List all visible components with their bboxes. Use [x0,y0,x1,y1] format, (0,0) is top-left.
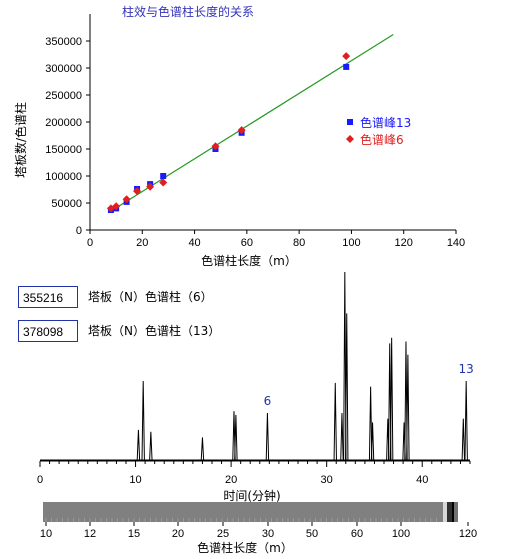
point-series-6 [159,178,168,187]
plate-count-label-6: 塔板（N）色谱柱（6） [88,290,213,304]
legend: 色谱峰13 色谱峰6 [346,116,411,147]
length-tick-label: 50 [306,528,318,540]
time-tick-label: 30 [321,474,333,486]
peak-label: 13 [459,362,474,376]
length-bar-end [447,502,452,522]
time-tick-label: 0 [37,474,43,486]
length-tick-label: 60 [351,528,363,540]
peak [370,422,375,461]
peak [200,437,205,461]
y-tick-label: 50000 [51,198,82,210]
length-tick-label: 25 [217,528,229,540]
peak [333,382,337,461]
x-tick-label: 120 [395,237,413,249]
legend-marker-6 [346,135,354,143]
y-tick-label: 200000 [45,117,82,129]
peak [461,418,466,461]
point-series-6 [237,126,246,135]
x-tick-label: 60 [241,237,253,249]
length-bar-fill [43,502,443,522]
length-tick-label: 100 [392,528,410,540]
point-series-6 [122,195,131,204]
peak [234,414,238,461]
length-tick-label: 12 [84,528,96,540]
length-bar-tail [454,502,458,522]
time-tick-label: 10 [129,474,141,486]
peak [368,386,373,461]
peak [340,412,344,461]
legend-marker-13 [347,119,353,125]
peak [345,313,349,461]
plate-count-box-6: 355216 [18,286,78,308]
y-tick-label: 350000 [45,36,82,48]
point-series-13 [343,63,350,70]
y-tick-label: 300000 [45,63,82,75]
peak [136,429,141,461]
length-tick-label: 20 [172,528,184,540]
time-tick-label: 40 [416,474,428,486]
y-tick-label: 250000 [45,90,82,102]
x-tick-label: 20 [136,237,148,249]
y-tick-label: 150000 [45,144,82,156]
peak-label: 6 [264,394,272,408]
peak [406,354,410,461]
y-tick-label: 0 [76,225,82,237]
length-bar-marker [452,502,454,522]
chromatogram-chart: 0 10 20 30 40 6 13 时间(分钟) [37,271,474,503]
x-tick-label: 0 [87,237,93,249]
x-axis-label: 色谱柱长度（m） [201,253,297,268]
point-series-6 [133,187,142,196]
column-length-bar: 10 12 15 20 25 30 50 60 100 120 色谱柱长度（m） [40,502,477,555]
length-tick-label: 120 [459,528,477,540]
chart-title: 柱效与色谱柱长度的关系 [122,4,254,19]
x-tick-label: 80 [293,237,305,249]
x-tick-label: 40 [188,237,200,249]
legend-label: 色谱峰13 [360,116,411,130]
peak [149,431,153,461]
x-tick-label: 100 [342,237,360,249]
y-axis-label: 塔板数/色谱柱 [13,102,28,178]
time-tick-label: 20 [225,474,237,486]
point-series-6 [146,182,155,191]
length-tick-label: 30 [262,528,274,540]
point-series-6 [342,52,351,61]
peak [265,412,270,461]
plate-count-box-13: 378098 [18,320,78,342]
length-tick-label: 15 [128,528,140,540]
time-axis-label: 时间(分钟) [223,488,280,503]
length-bar-gap [443,502,447,522]
top-scatter-chart: 柱效与色谱柱长度的关系 塔板数/色谱柱 色谱柱长度（m） 0 20 40 60 80 10… [13,4,465,268]
x-tick-label: 140 [447,237,465,249]
peak [141,381,145,461]
legend-label: 色谱峰6 [360,133,404,147]
length-axis-label: 色谱柱长度（m） [197,540,293,555]
peak [464,381,468,461]
peak [389,337,394,461]
point-series-6 [211,142,220,151]
point-series-6 [112,202,121,211]
length-tick-label: 10 [40,528,52,540]
point-series-13 [160,173,167,179]
plate-count-label-13: 塔板（N）色谱柱（13） [88,324,221,338]
y-tick-label: 100000 [45,171,82,183]
